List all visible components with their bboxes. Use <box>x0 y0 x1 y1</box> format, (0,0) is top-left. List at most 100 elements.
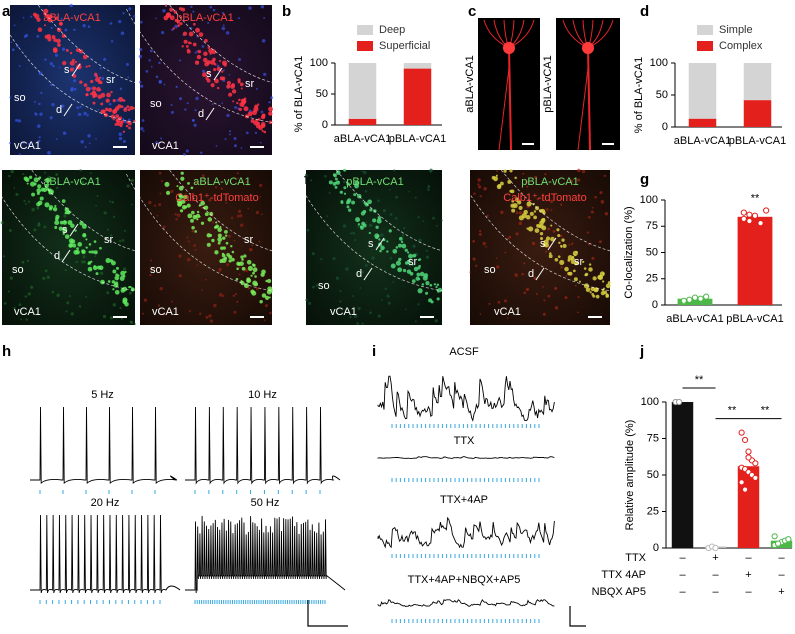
y-tick-label: 25 <box>646 273 658 285</box>
cell <box>48 205 53 210</box>
speckle <box>110 234 113 237</box>
speckle <box>552 229 556 233</box>
speckle <box>55 138 58 141</box>
cell <box>214 250 219 255</box>
speckle <box>603 174 607 177</box>
condition-label: TTX <box>625 552 646 564</box>
speckle <box>13 24 16 27</box>
cell <box>589 291 592 294</box>
speckle <box>568 243 571 246</box>
cell <box>114 106 120 111</box>
speckle <box>139 20 143 24</box>
speckle <box>194 181 198 184</box>
speckle <box>25 318 28 321</box>
cell <box>82 233 87 238</box>
speckle <box>36 206 40 210</box>
cell <box>268 106 274 112</box>
speckle <box>70 88 74 92</box>
cell <box>69 51 73 55</box>
cell <box>47 37 52 42</box>
cell <box>332 181 337 186</box>
speckle <box>158 171 162 175</box>
cell <box>595 294 600 299</box>
micrograph-subtitle: Calb1⁺-tdTomato <box>503 192 586 204</box>
speckle <box>87 134 91 138</box>
cell <box>95 272 99 276</box>
speckle <box>39 112 43 116</box>
cell <box>241 258 244 261</box>
speckle <box>10 169 14 174</box>
cell <box>237 78 241 82</box>
cell <box>603 287 606 290</box>
speckle <box>208 314 212 318</box>
speckle <box>259 183 263 187</box>
speckle <box>107 228 110 231</box>
soma <box>582 42 594 54</box>
cell <box>570 257 575 262</box>
speckle <box>73 79 77 83</box>
cell <box>588 267 593 272</box>
cell <box>79 221 84 226</box>
cell <box>261 269 266 275</box>
speckle <box>188 310 191 313</box>
speckle <box>365 221 368 224</box>
speckle <box>73 28 76 32</box>
speckle <box>186 102 189 105</box>
layer-boundary <box>292 173 443 292</box>
micrograph <box>140 170 272 325</box>
cell <box>191 210 195 215</box>
data-point <box>751 212 759 219</box>
panel-letter: c <box>468 3 476 20</box>
cell <box>605 293 609 297</box>
speckle <box>61 47 66 51</box>
speckle <box>554 286 558 290</box>
speckle <box>269 311 272 315</box>
cell <box>217 233 222 238</box>
micrograph-title: aBLA-vCA1 <box>43 176 100 188</box>
speckle <box>478 232 482 236</box>
speckle <box>565 275 567 278</box>
speckle <box>175 85 178 89</box>
cell <box>92 86 97 91</box>
cell <box>247 111 253 117</box>
cell <box>231 257 235 262</box>
speckle <box>259 141 262 144</box>
speckle <box>518 211 523 215</box>
cell <box>423 273 429 278</box>
speckle <box>361 270 364 274</box>
cell <box>238 107 242 111</box>
cell <box>343 192 347 195</box>
speckle <box>542 285 544 288</box>
cell <box>219 225 222 229</box>
cell <box>416 272 421 277</box>
speckle <box>515 211 519 215</box>
cell <box>334 185 338 189</box>
speckle <box>145 70 149 73</box>
cell <box>433 283 437 286</box>
speckle <box>79 306 82 308</box>
speckle <box>247 286 251 290</box>
speckle <box>193 123 197 127</box>
cell <box>512 203 518 209</box>
speckle <box>40 91 43 95</box>
cell <box>206 242 211 247</box>
cell <box>200 200 206 206</box>
speckle <box>523 291 527 295</box>
speckle <box>185 149 189 153</box>
cell <box>224 234 228 237</box>
x-tick-label: pBLA-vCA1 <box>726 313 783 325</box>
layer-boundary <box>166 165 273 252</box>
cell <box>58 226 63 231</box>
speckle <box>191 119 195 122</box>
speckle <box>205 315 209 319</box>
cell <box>607 281 611 285</box>
speckle <box>507 237 510 240</box>
speckle <box>73 87 77 91</box>
speckle <box>102 314 107 319</box>
region-label: so <box>14 92 26 104</box>
speckle <box>76 106 80 110</box>
speckle <box>7 290 10 293</box>
speckle <box>504 251 507 254</box>
cell <box>98 265 104 271</box>
speckle <box>218 267 222 272</box>
